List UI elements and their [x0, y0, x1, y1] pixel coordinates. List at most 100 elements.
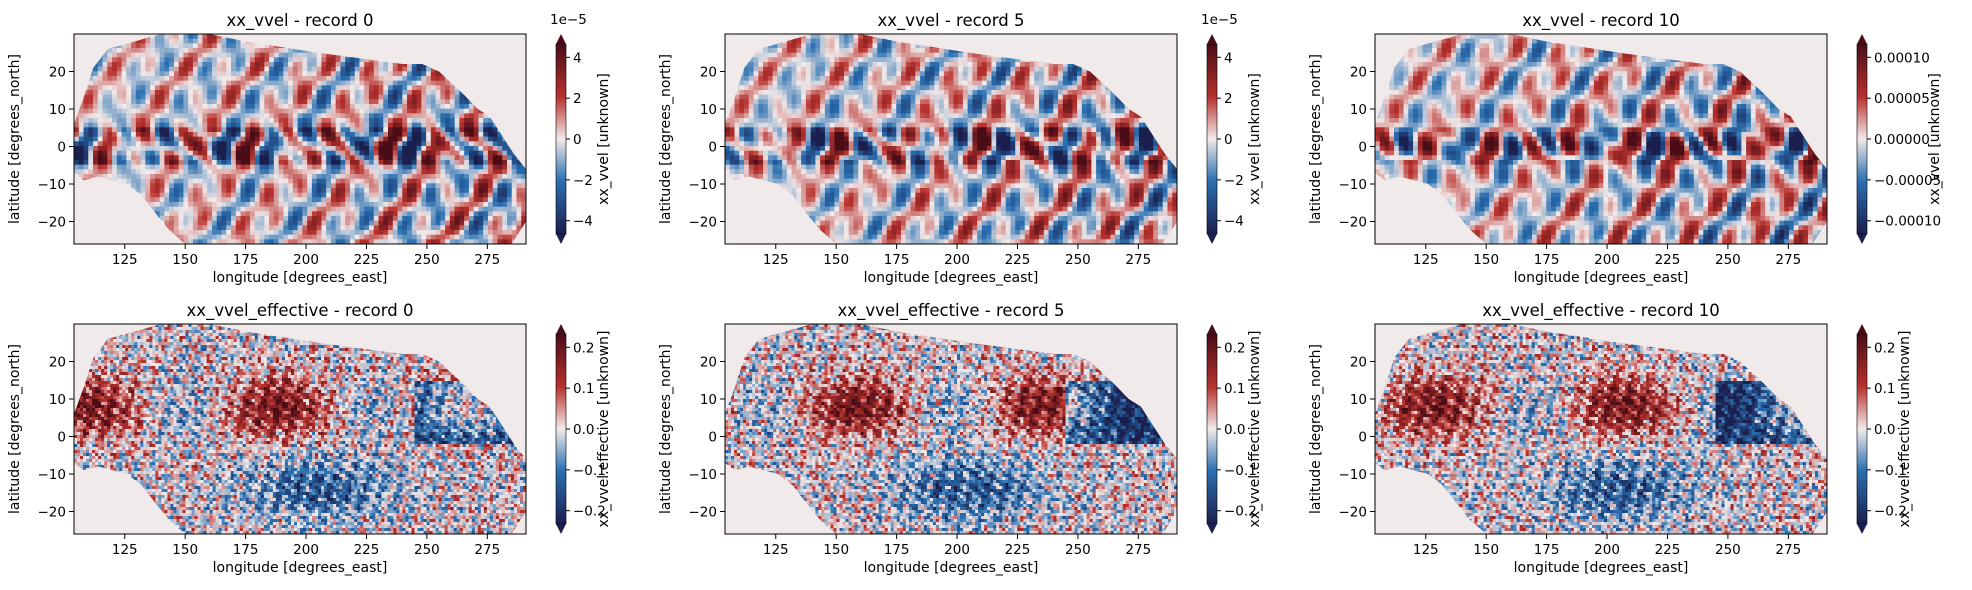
panel-title: xx_vvel - record 10 [1522, 11, 1679, 31]
x-tick-label: 225 [1005, 542, 1031, 558]
y-tick-label: −20 [689, 215, 718, 231]
x-tick-label: 250 [1065, 252, 1091, 268]
x-tick-label: 175 [1534, 542, 1560, 558]
colorbar-tick-label: −4 [573, 214, 593, 230]
y-tick-label: 10 [49, 392, 66, 408]
y-axis-label: latitude [degrees_north] [658, 344, 674, 514]
colorbar-tick-label: 0.00010 [1874, 50, 1930, 66]
panel-title: xx_vvel_effective - record 5 [838, 301, 1065, 321]
axes-frame [1374, 323, 1828, 535]
x-tick-label: 125 [1413, 252, 1439, 268]
colorbar-tick-label: −0.2 [1874, 504, 1907, 520]
colorbar-gradient [1856, 43, 1868, 235]
axes-frame [1374, 33, 1828, 245]
colorbar-tick-label: −0.1 [1874, 463, 1907, 479]
x-tick-label: 150 [172, 252, 198, 268]
colorbar-gradient [1206, 43, 1218, 235]
x-tick-label: 225 [1005, 252, 1031, 268]
y-axis-label: latitude [degrees_north] [1308, 344, 1324, 514]
y-tick-label: −10 [689, 467, 718, 483]
chart-panel: xx_vvel_effective - record 10 125 150 175 20… [1308, 301, 1913, 576]
colorbar-extend-max [556, 34, 566, 44]
colorbar-tick-label: −0.2 [1224, 504, 1257, 520]
panel-title: xx_vvel - record 0 [227, 11, 374, 31]
colorbar: 0.00010 0.00005 0.00000 −0.00005 −0.00010 xx_… [1856, 34, 1943, 244]
y-tick-label: 0 [1358, 140, 1367, 156]
colorbar-tick-label: 0.2 [1224, 340, 1245, 356]
colorbar-label: xx_vvel.effective [unknown] [1247, 331, 1263, 528]
colorbar-tick-label: 0 [1224, 132, 1233, 148]
colorbar-tick-label: −0.00005 [1874, 173, 1941, 189]
colorbar-tick-label: 0 [573, 132, 582, 148]
axes-frame [724, 323, 1178, 535]
colorbar-tick-label: 0.2 [1874, 340, 1895, 356]
x-tick-label: 200 [1594, 252, 1620, 268]
y-tick-label: 10 [1350, 392, 1367, 408]
y-tick-label: 20 [700, 65, 717, 81]
y-tick-label: 10 [1350, 102, 1367, 118]
x-tick-label: 200 [944, 542, 970, 558]
colorbar-tick-label: 0.00000 [1874, 132, 1930, 148]
x-tick-label: 275 [474, 252, 500, 268]
x-tick-label: 250 [414, 252, 440, 268]
x-tick-label: 175 [233, 542, 259, 558]
y-axis-label: latitude [degrees_north] [658, 54, 674, 224]
y-tick-label: 0 [57, 140, 66, 156]
colorbar-offset-label: 1e−5 [550, 12, 587, 28]
colorbar-tick-label: 4 [1224, 50, 1233, 66]
colorbar: 4 2 0 −2 −4 1e−5 xx_vvel [unknown] [550, 12, 612, 244]
y-tick-label: −10 [38, 467, 67, 483]
y-axis-label: latitude [degrees_north] [7, 344, 23, 514]
colorbar-tick-label: 0.1 [573, 381, 594, 397]
axes-frame [73, 33, 527, 245]
colorbar-label: xx_vvel.effective [unknown] [596, 331, 612, 528]
y-tick-label: 20 [1350, 355, 1367, 371]
colorbar-tick-label: −2 [573, 173, 593, 189]
colorbar-extend-min [556, 234, 566, 244]
x-axis-label: longitude [degrees_east] [213, 560, 388, 576]
x-tick-label: 125 [763, 252, 789, 268]
y-tick-label: −10 [38, 177, 67, 193]
colorbar: 0.2 0.1 0.0 −0.1 −0.2xx_vvel.effective [unkn… [1856, 324, 1913, 534]
y-tick-label: −10 [689, 177, 718, 193]
colorbar-extend-min [556, 524, 566, 534]
x-tick-label: 200 [293, 252, 319, 268]
x-tick-label: 225 [1655, 542, 1681, 558]
x-tick-label: 250 [1065, 542, 1091, 558]
y-tick-label: 20 [49, 65, 66, 81]
colorbar-tick-label: 0.0 [1874, 422, 1895, 438]
y-tick-label: −20 [1339, 215, 1368, 231]
colorbar-tick-label: −2 [1224, 173, 1244, 189]
x-tick-label: 225 [354, 542, 380, 558]
x-tick-label: 175 [233, 252, 259, 268]
colorbar-tick-label: 0.2 [573, 340, 594, 356]
x-tick-label: 225 [1655, 252, 1681, 268]
y-tick-label: −10 [1339, 177, 1368, 193]
y-tick-label: 0 [57, 430, 66, 446]
x-tick-label: 250 [1715, 252, 1741, 268]
colorbar-extend-min [1207, 234, 1217, 244]
y-tick-label: −20 [1339, 505, 1368, 521]
panel-title: xx_vvel - record 5 [878, 11, 1025, 31]
x-tick-label: 150 [823, 542, 849, 558]
y-tick-label: −20 [689, 505, 718, 521]
axes-frame [73, 323, 527, 535]
colorbar-tick-label: 0.0 [1224, 422, 1245, 438]
x-tick-label: 275 [1775, 252, 1801, 268]
colorbar-tick-label: −0.1 [1224, 463, 1257, 479]
colorbar-label: xx_vvel.effective [unknown] [1897, 331, 1913, 528]
x-tick-label: 175 [1534, 252, 1560, 268]
x-axis-label: longitude [degrees_east] [1514, 270, 1689, 286]
colorbar-tick-label: −0.00010 [1874, 214, 1941, 230]
y-tick-label: 0 [708, 140, 717, 156]
colorbar-extend-min [1857, 234, 1867, 244]
panel-title: xx_vvel_effective - record 0 [187, 301, 414, 321]
x-tick-label: 175 [884, 252, 910, 268]
x-tick-label: 125 [112, 252, 138, 268]
colorbar-tick-label: 0.00005 [1874, 91, 1930, 107]
y-axis-label: latitude [degrees_north] [7, 54, 23, 224]
y-tick-label: 10 [700, 102, 717, 118]
